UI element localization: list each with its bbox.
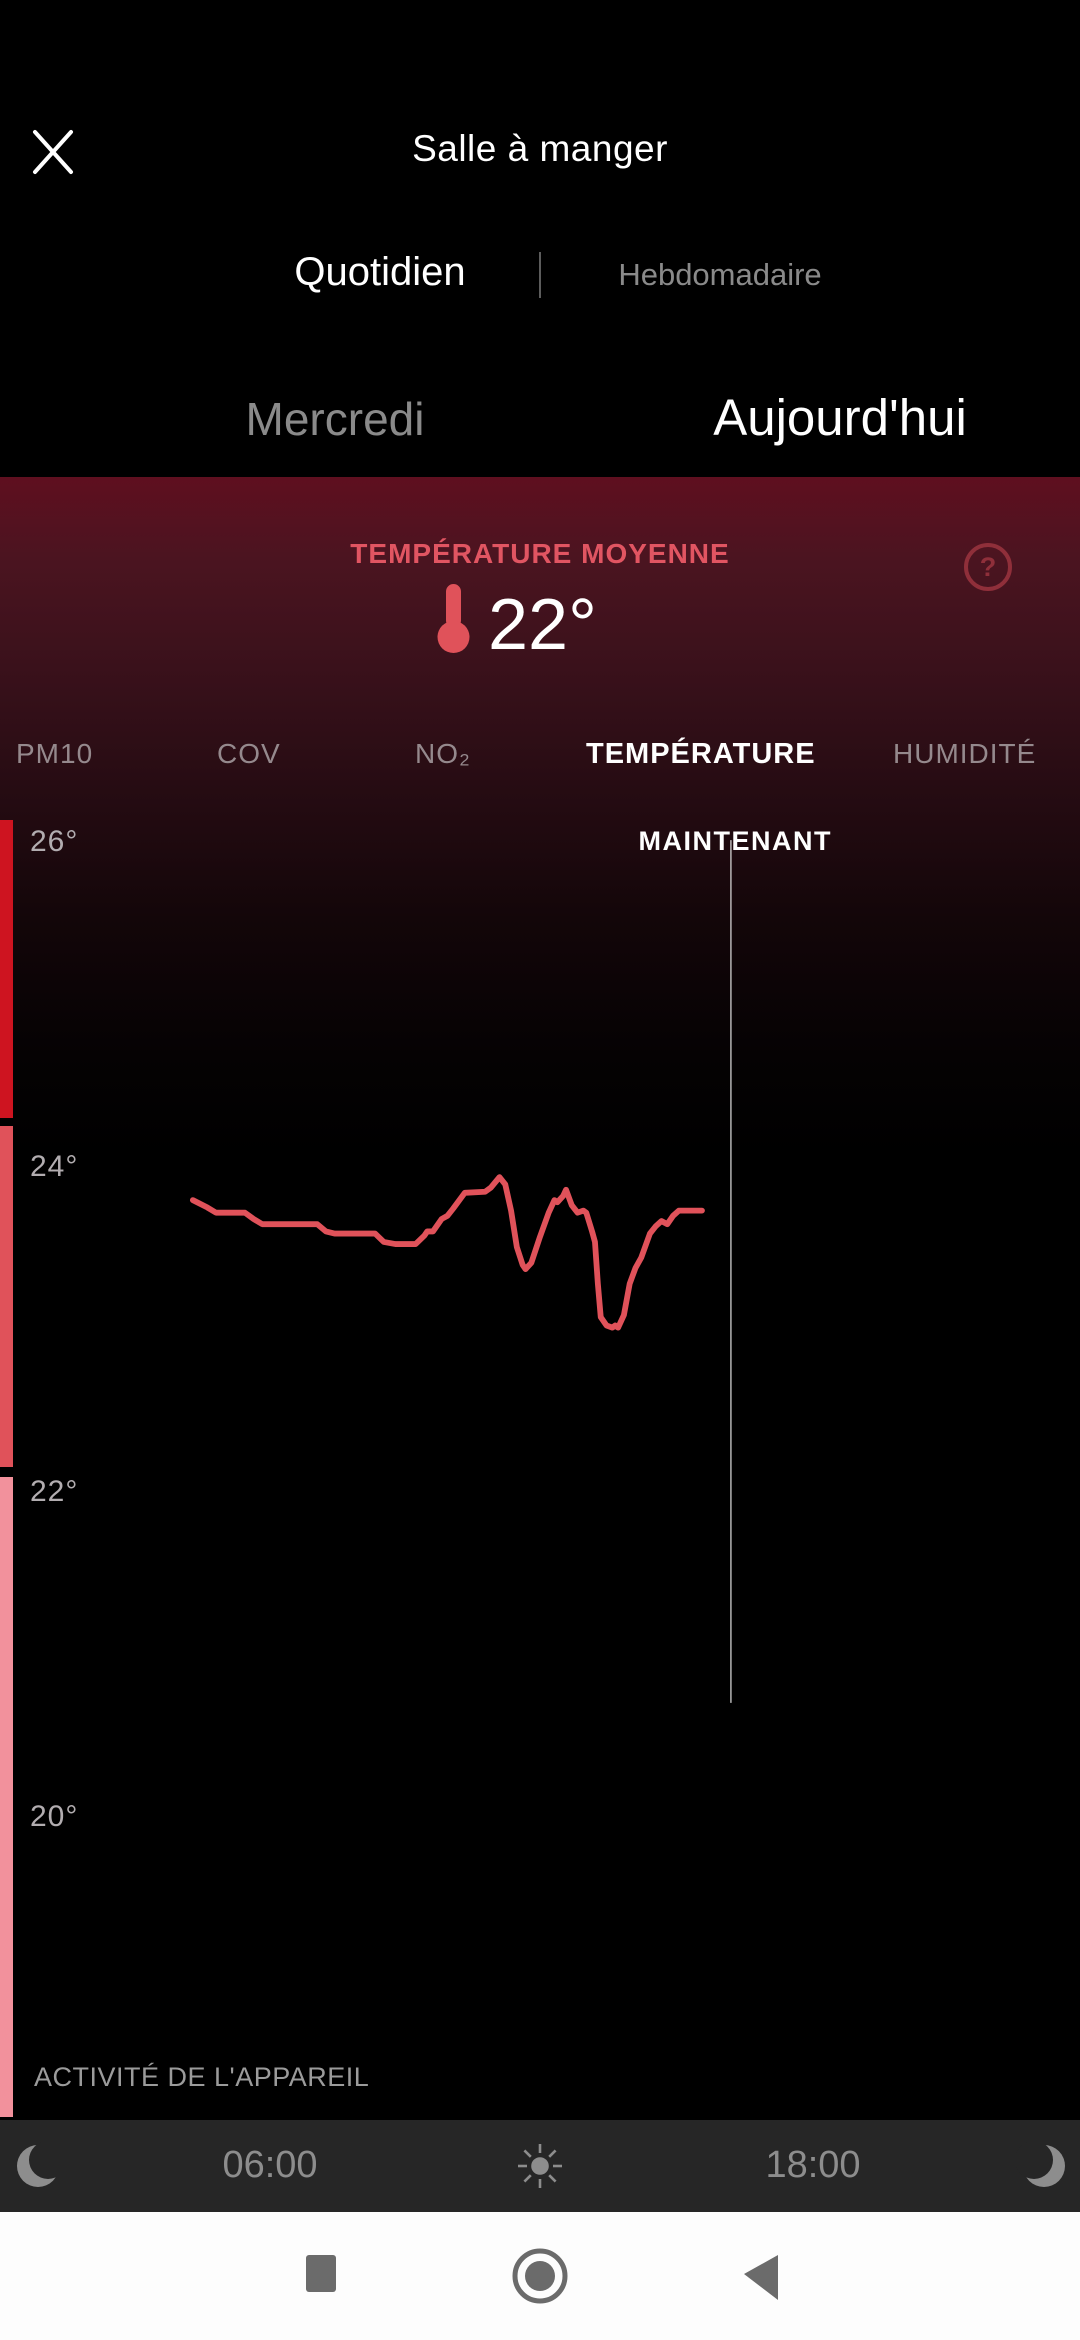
sunset-time: 18:00 bbox=[765, 2144, 861, 2186]
metric-tab-humidite[interactable]: HUMIDITÉ bbox=[893, 738, 1037, 769]
temperature-chart bbox=[189, 840, 732, 1703]
metric-tab-cov[interactable]: COV bbox=[217, 738, 281, 769]
y-axis-label-26: 26° bbox=[30, 825, 79, 858]
recents-square-icon[interactable] bbox=[306, 2255, 336, 2292]
now-label: MAINTENANT bbox=[638, 826, 832, 856]
back-triangle-icon[interactable] bbox=[744, 2255, 778, 2300]
tab-weekly[interactable]: Hebdomadaire bbox=[618, 257, 822, 292]
average-temperature-value: 22° bbox=[488, 585, 597, 665]
android-nav-bar bbox=[0, 2212, 1080, 2340]
device-activity-label: ACTIVITÉ DE L'APPAREIL bbox=[34, 2062, 370, 2092]
thermometer-icon bbox=[430, 580, 476, 656]
temperature-line bbox=[189, 1174, 705, 1331]
metric-tab-no2[interactable]: NO₂ bbox=[415, 738, 471, 769]
close-icon bbox=[33, 130, 73, 174]
close-button[interactable] bbox=[28, 124, 78, 180]
question-mark-icon: ? bbox=[979, 552, 997, 582]
day-current[interactable]: Aujourd'hui bbox=[713, 389, 967, 446]
metric-tab-pm10[interactable]: PM10 bbox=[16, 738, 94, 769]
y-axis-label-22: 22° bbox=[30, 1475, 79, 1508]
sunrise-time: 06:00 bbox=[222, 2144, 318, 2186]
page-title: Salle à manger bbox=[412, 128, 668, 169]
metric-tab-temperature[interactable]: TEMPÉRATURE bbox=[586, 738, 816, 770]
tab-daily[interactable]: Quotidien bbox=[294, 250, 466, 294]
help-button[interactable]: ? bbox=[964, 543, 1012, 591]
y-axis-label-20: 20° bbox=[30, 1800, 79, 1833]
axis-band-red bbox=[0, 820, 13, 1118]
axis-band-pink bbox=[0, 1476, 13, 2117]
sun-icon bbox=[516, 2142, 564, 2190]
temperature-gradient-band bbox=[0, 477, 1080, 1157]
moon-icon-right bbox=[1014, 2138, 1070, 2194]
axis-band-salmon bbox=[0, 1125, 13, 1467]
day-previous[interactable]: Mercredi bbox=[245, 393, 425, 445]
average-temperature-label: TEMPÉRATURE MOYENNE bbox=[350, 538, 730, 569]
y-axis-label-24: 24° bbox=[30, 1150, 79, 1183]
period-tabs-divider bbox=[539, 252, 541, 298]
moon-icon-left bbox=[12, 2138, 68, 2194]
home-circle-icon[interactable] bbox=[512, 2248, 568, 2304]
